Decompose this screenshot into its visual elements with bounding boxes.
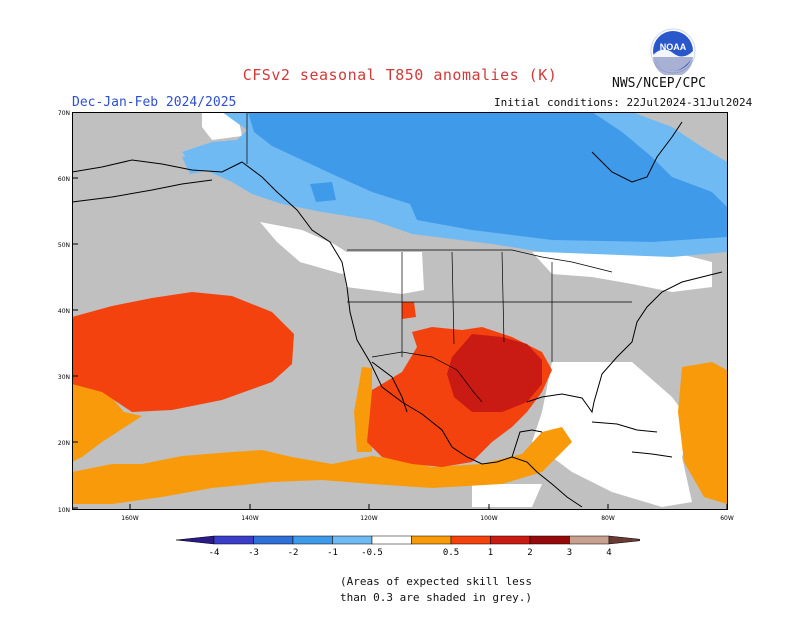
lon-label: 100W — [480, 515, 497, 522]
colorbar-tick-label: -4 — [209, 548, 220, 558]
colorbar-tick-label: -1 — [327, 548, 338, 558]
colorbar-segment — [213, 535, 254, 545]
coastlines — [72, 121, 723, 508]
color-bar: -4 -3 -2 -1 -0.5 0.5 1 2 3 4 — [175, 535, 640, 558]
lat-label: 30N — [58, 374, 70, 381]
lat-label: 70N — [58, 110, 70, 117]
lon-label: 120W — [360, 515, 377, 522]
logo-text: NOAA — [660, 42, 687, 52]
political-borders — [246, 112, 632, 403]
lon-axis: 160W 140W 120W 100W 80W 60W — [121, 515, 734, 522]
colorbar-segment — [411, 535, 452, 545]
initial-conditions-label: Initial conditions: 22Jul2024-31Jul2024 — [494, 96, 753, 109]
colorbar-tick-label: 0.5 — [443, 548, 459, 558]
colorbar-segment — [371, 535, 412, 545]
anomaly-map — [72, 112, 728, 510]
lat-label: 10N — [58, 507, 70, 514]
colorbar-segment — [253, 535, 294, 545]
colorbar-tick-label: 2 — [527, 548, 532, 558]
colorbar-segment — [490, 535, 531, 545]
lat-label: 60N — [58, 176, 70, 183]
lon-label: 60W — [720, 515, 734, 522]
colorbar-tick-label: 3 — [567, 548, 572, 558]
colorbar-segment — [332, 535, 373, 545]
positive-anomaly-areas — [72, 292, 727, 504]
colorbar-tick-label: 4 — [606, 548, 611, 558]
colorbar-min-arrow — [175, 535, 215, 545]
lat-axis: 70N 60N 50N 40N 30N 20N 10N — [58, 110, 70, 514]
colorbar-segment — [569, 535, 610, 545]
colorbar-max-arrow — [608, 535, 640, 545]
colorbar-tick-label: 1 — [488, 548, 493, 558]
chart-title: CFSv2 seasonal T850 anomalies (K) — [242, 66, 558, 84]
noaa-logo: NOAA — [650, 28, 696, 75]
map-frame — [72, 112, 728, 510]
lat-label: 40N — [58, 308, 70, 315]
negative-anomaly-areas — [182, 112, 727, 257]
skill-note: (Areas of expected skill less than 0.3 a… — [340, 575, 533, 604]
agency-label: NWS/NCEP/CPC — [612, 76, 706, 91]
lon-label: 80W — [601, 515, 615, 522]
lon-label: 140W — [241, 515, 258, 522]
colorbar-segment — [292, 535, 333, 545]
colorbar-tick-label: -2 — [288, 548, 299, 558]
colorbar-segment — [529, 535, 570, 545]
lat-label: 50N — [58, 242, 70, 249]
season-label: Dec-Jan-Feb 2024/2025 — [72, 95, 237, 110]
colorbar-tick-label: -3 — [248, 548, 259, 558]
colorbar-tick-label: -0.5 — [361, 548, 383, 558]
lon-label: 160W — [121, 515, 138, 522]
colorbar-segment — [450, 535, 491, 545]
neutral-white-areas — [82, 112, 712, 507]
lat-label: 20N — [58, 440, 70, 447]
